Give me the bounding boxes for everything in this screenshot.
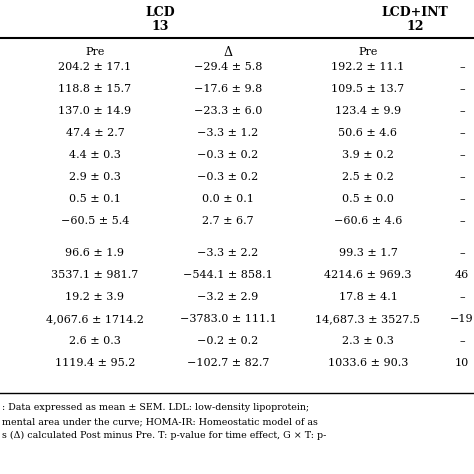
Text: −60.5 ± 5.4: −60.5 ± 5.4 <box>61 216 129 226</box>
Text: mental area under the curve; HOMA-IR: Homeostatic model of as: mental area under the curve; HOMA-IR: Ho… <box>2 417 318 426</box>
Text: −3783.0 ± 111.1: −3783.0 ± 111.1 <box>180 314 276 324</box>
Text: −19: −19 <box>450 314 474 324</box>
Text: 0.5 ± 0.0: 0.5 ± 0.0 <box>342 194 394 204</box>
Text: 4214.6 ± 969.3: 4214.6 ± 969.3 <box>324 270 412 280</box>
Text: −3.3 ± 1.2: −3.3 ± 1.2 <box>197 128 259 138</box>
Text: Pre: Pre <box>358 47 378 57</box>
Text: –: – <box>459 128 465 138</box>
Text: 46: 46 <box>455 270 469 280</box>
Text: 0.5 ± 0.1: 0.5 ± 0.1 <box>69 194 121 204</box>
Text: −544.1 ± 858.1: −544.1 ± 858.1 <box>183 270 273 280</box>
Text: −102.7 ± 82.7: −102.7 ± 82.7 <box>187 358 269 368</box>
Text: 47.4 ± 2.7: 47.4 ± 2.7 <box>65 128 124 138</box>
Text: : Data expressed as mean ± SEM. LDL: low-density lipoprotein;: : Data expressed as mean ± SEM. LDL: low… <box>2 403 309 412</box>
Text: −0.3 ± 0.2: −0.3 ± 0.2 <box>197 172 259 182</box>
Text: 2.9 ± 0.3: 2.9 ± 0.3 <box>69 172 121 182</box>
Text: 4.4 ± 0.3: 4.4 ± 0.3 <box>69 150 121 160</box>
Text: −60.6 ± 4.6: −60.6 ± 4.6 <box>334 216 402 226</box>
Text: 17.8 ± 4.1: 17.8 ± 4.1 <box>338 292 397 302</box>
Text: 14,687.3 ± 3527.5: 14,687.3 ± 3527.5 <box>316 314 420 324</box>
Text: –: – <box>459 106 465 116</box>
Text: 19.2 ± 3.9: 19.2 ± 3.9 <box>65 292 125 302</box>
Text: LCD+INT: LCD+INT <box>382 6 448 18</box>
Text: 10: 10 <box>455 358 469 368</box>
Text: –: – <box>459 62 465 72</box>
Text: LCD: LCD <box>145 6 175 18</box>
Text: –: – <box>459 216 465 226</box>
Text: 192.2 ± 11.1: 192.2 ± 11.1 <box>331 62 405 72</box>
Text: 2.3 ± 0.3: 2.3 ± 0.3 <box>342 336 394 346</box>
Text: 3.9 ± 0.2: 3.9 ± 0.2 <box>342 150 394 160</box>
Text: –: – <box>459 172 465 182</box>
Text: 109.5 ± 13.7: 109.5 ± 13.7 <box>331 84 405 94</box>
Text: 118.8 ± 15.7: 118.8 ± 15.7 <box>58 84 132 94</box>
Text: −17.6 ± 9.8: −17.6 ± 9.8 <box>194 84 262 94</box>
Text: 204.2 ± 17.1: 204.2 ± 17.1 <box>58 62 132 72</box>
Text: –: – <box>459 194 465 204</box>
Text: 3537.1 ± 981.7: 3537.1 ± 981.7 <box>51 270 138 280</box>
Text: –: – <box>459 84 465 94</box>
Text: 50.6 ± 4.6: 50.6 ± 4.6 <box>338 128 398 138</box>
Text: 12: 12 <box>406 19 424 33</box>
Text: 2.7 ± 6.7: 2.7 ± 6.7 <box>202 216 254 226</box>
Text: s (Δ) calculated Post minus Pre. T: p-value for time effect, G × T: p-: s (Δ) calculated Post minus Pre. T: p-va… <box>2 431 327 440</box>
Text: 2.5 ± 0.2: 2.5 ± 0.2 <box>342 172 394 182</box>
Text: 13: 13 <box>151 19 169 33</box>
Text: −3.3 ± 2.2: −3.3 ± 2.2 <box>197 248 259 258</box>
Text: –: – <box>459 292 465 302</box>
Text: −0.2 ± 0.2: −0.2 ± 0.2 <box>197 336 259 346</box>
Text: 1119.4 ± 95.2: 1119.4 ± 95.2 <box>55 358 135 368</box>
Text: 123.4 ± 9.9: 123.4 ± 9.9 <box>335 106 401 116</box>
Text: 1033.6 ± 90.3: 1033.6 ± 90.3 <box>328 358 408 368</box>
Text: 2.6 ± 0.3: 2.6 ± 0.3 <box>69 336 121 346</box>
Text: –: – <box>459 150 465 160</box>
Text: 0.0 ± 0.1: 0.0 ± 0.1 <box>202 194 254 204</box>
Text: 99.3 ± 1.7: 99.3 ± 1.7 <box>338 248 397 258</box>
Text: 137.0 ± 14.9: 137.0 ± 14.9 <box>58 106 132 116</box>
Text: Pre: Pre <box>85 47 105 57</box>
Text: −29.4 ± 5.8: −29.4 ± 5.8 <box>194 62 262 72</box>
Text: 96.6 ± 1.9: 96.6 ± 1.9 <box>65 248 125 258</box>
Text: 4,067.6 ± 1714.2: 4,067.6 ± 1714.2 <box>46 314 144 324</box>
Text: −23.3 ± 6.0: −23.3 ± 6.0 <box>194 106 262 116</box>
Text: –: – <box>459 336 465 346</box>
Text: –: – <box>459 248 465 258</box>
Text: −3.2 ± 2.9: −3.2 ± 2.9 <box>197 292 259 302</box>
Text: Δ: Δ <box>224 46 233 58</box>
Text: −0.3 ± 0.2: −0.3 ± 0.2 <box>197 150 259 160</box>
